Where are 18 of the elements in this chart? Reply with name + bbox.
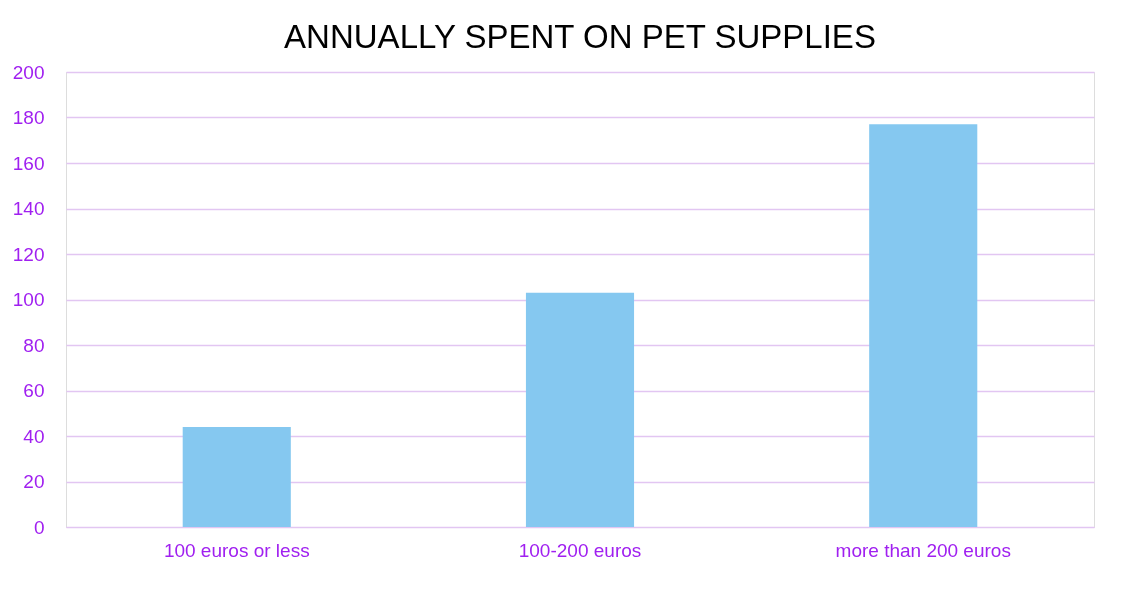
- x-tick-label: 100-200 euros: [518, 539, 642, 561]
- x-tick-label: more than 200 euros: [835, 539, 1011, 561]
- chart-title: ANNUALLY SPENT ON PET SUPPLIES: [284, 18, 876, 55]
- y-tick-label: 80: [23, 334, 45, 356]
- y-tick-label: 0: [33, 516, 45, 538]
- y-tick-label: 60: [23, 380, 45, 401]
- y-tick-label: 200: [12, 61, 45, 83]
- y-tick-label: 20: [23, 471, 45, 492]
- x-tick-label: 100 euros or less: [163, 539, 310, 561]
- y-tick-label: 140: [12, 198, 45, 219]
- y-tick-label: 160: [12, 152, 45, 174]
- bar: [525, 292, 635, 527]
- y-tick-label: 180: [12, 107, 45, 128]
- y-tick-label: 40: [23, 425, 45, 447]
- y-tick-label: 100: [12, 289, 45, 310]
- bar: [182, 426, 291, 527]
- bar: [869, 124, 978, 527]
- y-tick-label: 120: [12, 243, 45, 265]
